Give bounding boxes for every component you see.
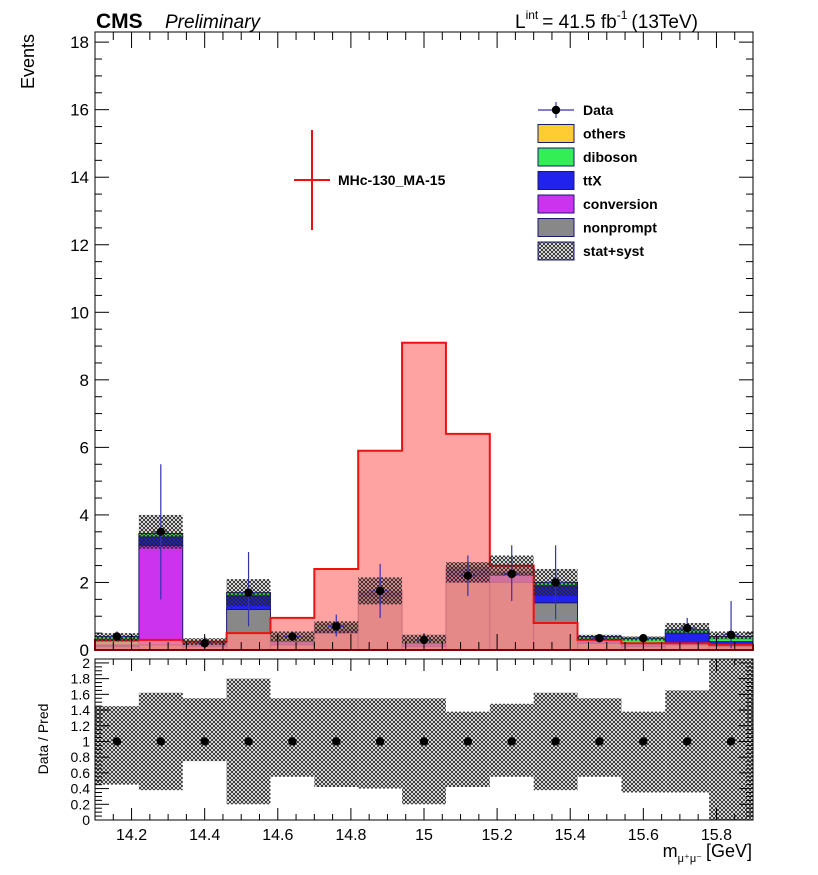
data-point <box>375 586 385 596</box>
y-tick-label: 14 <box>70 168 89 187</box>
ratio-tick-label: 1 <box>82 733 90 749</box>
x-tick-label: 15.4 <box>555 827 586 844</box>
ratio-tick-label: 0.6 <box>71 765 91 781</box>
data-point <box>288 632 297 641</box>
preliminary-label: Preliminary <box>165 12 262 33</box>
ratio-tick-label: 1.2 <box>71 718 91 734</box>
x-tick-label: 15.8 <box>701 827 732 844</box>
y-tick-label: 10 <box>70 303 89 322</box>
x-tick-label: 14.4 <box>189 827 220 844</box>
ratio-uncertainty-band <box>445 711 490 788</box>
ratio-tick-label: 1.8 <box>71 671 91 687</box>
legend-swatch-nonprompt <box>537 218 575 237</box>
data-point <box>112 632 122 641</box>
legend-swatch-conversion <box>537 194 575 214</box>
ratio-tick-label: 2 <box>82 655 90 671</box>
y-axis-title: Events <box>18 34 38 89</box>
ratio-point <box>200 737 209 746</box>
ratio-tick-label: 0.8 <box>71 749 91 765</box>
ratio-point <box>639 737 648 746</box>
ratio-uncertainty-band <box>621 711 666 793</box>
ratio-point <box>244 737 253 746</box>
legend: Data others diboson ttX conversion nonprompt s… <box>294 102 658 261</box>
legend-label: diboson <box>583 149 637 165</box>
y-tick-label: 12 <box>70 236 89 255</box>
legend-label: others <box>583 126 626 142</box>
x-axis-title-main: m <box>663 841 678 861</box>
data-point <box>683 623 692 633</box>
lumi-sup: int <box>526 8 539 22</box>
ratio-point <box>726 737 736 746</box>
lumi-prefix: L <box>515 12 526 33</box>
ratio-point <box>156 737 165 746</box>
legend-signal-label: MHc-130_MA-15 <box>338 172 446 188</box>
legend-swatch-diboson <box>537 147 575 167</box>
x-tick-label: 15.2 <box>482 827 513 844</box>
lumi-value: = 41.5 fb <box>542 12 616 33</box>
ratio-panel: 00.20.40.60.811.21.41.61.82 14.2 14.4 14.6 1… <box>71 655 754 844</box>
ratio-tick-label: 0.2 <box>71 796 91 812</box>
x-axis-title-unit: [GeV] <box>706 841 752 861</box>
ratio-tick-label: 1.6 <box>71 686 91 702</box>
data-point <box>726 630 736 640</box>
data-point <box>332 622 341 631</box>
legend-label: conversion <box>583 196 658 212</box>
legend-swatch-ttx <box>537 171 575 190</box>
legend-swatch-stat-syst <box>537 241 575 261</box>
y-tick-label: 2 <box>80 573 89 592</box>
ratio-tick-label: 1.4 <box>71 702 91 718</box>
y-tick-label: 0 <box>80 641 89 660</box>
y-tick-label: 16 <box>70 101 89 120</box>
main-panel: 0 2 4 6 8 10 12 14 16 18 <box>70 31 754 660</box>
legend-label: ttX <box>583 173 602 189</box>
y-tick-label: 4 <box>80 506 89 525</box>
ratio-point <box>507 737 516 746</box>
legend-label: stat+syst <box>583 243 644 259</box>
ratio-point <box>332 737 341 746</box>
data-point <box>463 571 473 580</box>
ratio-uncertainty-band <box>402 698 446 805</box>
data-point <box>244 588 253 597</box>
lumi-energy: (13TeV) <box>631 12 698 33</box>
x-tick-label: 15.6 <box>628 827 659 844</box>
lumi-exp: -1 <box>617 8 628 22</box>
x-tick-label: 14.6 <box>262 827 293 844</box>
x-axis-title: mμ⁺μ⁻ [GeV] <box>663 841 752 865</box>
ratio-tick-label: 0 <box>82 812 90 828</box>
ratio-y-axis-title: Data / Pred <box>35 704 51 775</box>
legend-label: nonprompt <box>583 220 657 236</box>
x-tick-label: 15 <box>415 827 433 844</box>
ratio-point <box>595 737 604 746</box>
ratio-point <box>463 737 473 746</box>
data-point <box>156 527 165 537</box>
y-tick-label: 8 <box>80 371 89 390</box>
legend-data-marker <box>551 105 561 115</box>
ratio-point <box>419 737 429 746</box>
lumi-label: Lint = 41.5 fb-1 (13TeV) <box>515 8 698 33</box>
x-axis-title-sub: μ⁺μ⁻ <box>678 853 702 865</box>
legend-swatch-others <box>537 124 575 143</box>
ratio-point <box>375 737 385 746</box>
cms-label: CMS <box>96 10 143 33</box>
ratio-point <box>683 737 692 746</box>
x-tick-label: 14.2 <box>116 827 147 844</box>
y-tick-label: 18 <box>70 33 89 52</box>
ratio-point <box>112 737 122 746</box>
data-point <box>551 578 560 587</box>
ratio-point <box>551 737 560 746</box>
data-point <box>507 569 516 579</box>
x-tick-label: 14.8 <box>335 827 366 844</box>
legend-label: Data <box>583 102 614 118</box>
ratio-point <box>288 737 297 746</box>
ratio-uncertainty-band <box>182 698 227 762</box>
data-point <box>595 633 604 643</box>
ratio-tick-label: 0.4 <box>71 781 91 797</box>
y-tick-label: 6 <box>80 438 89 457</box>
